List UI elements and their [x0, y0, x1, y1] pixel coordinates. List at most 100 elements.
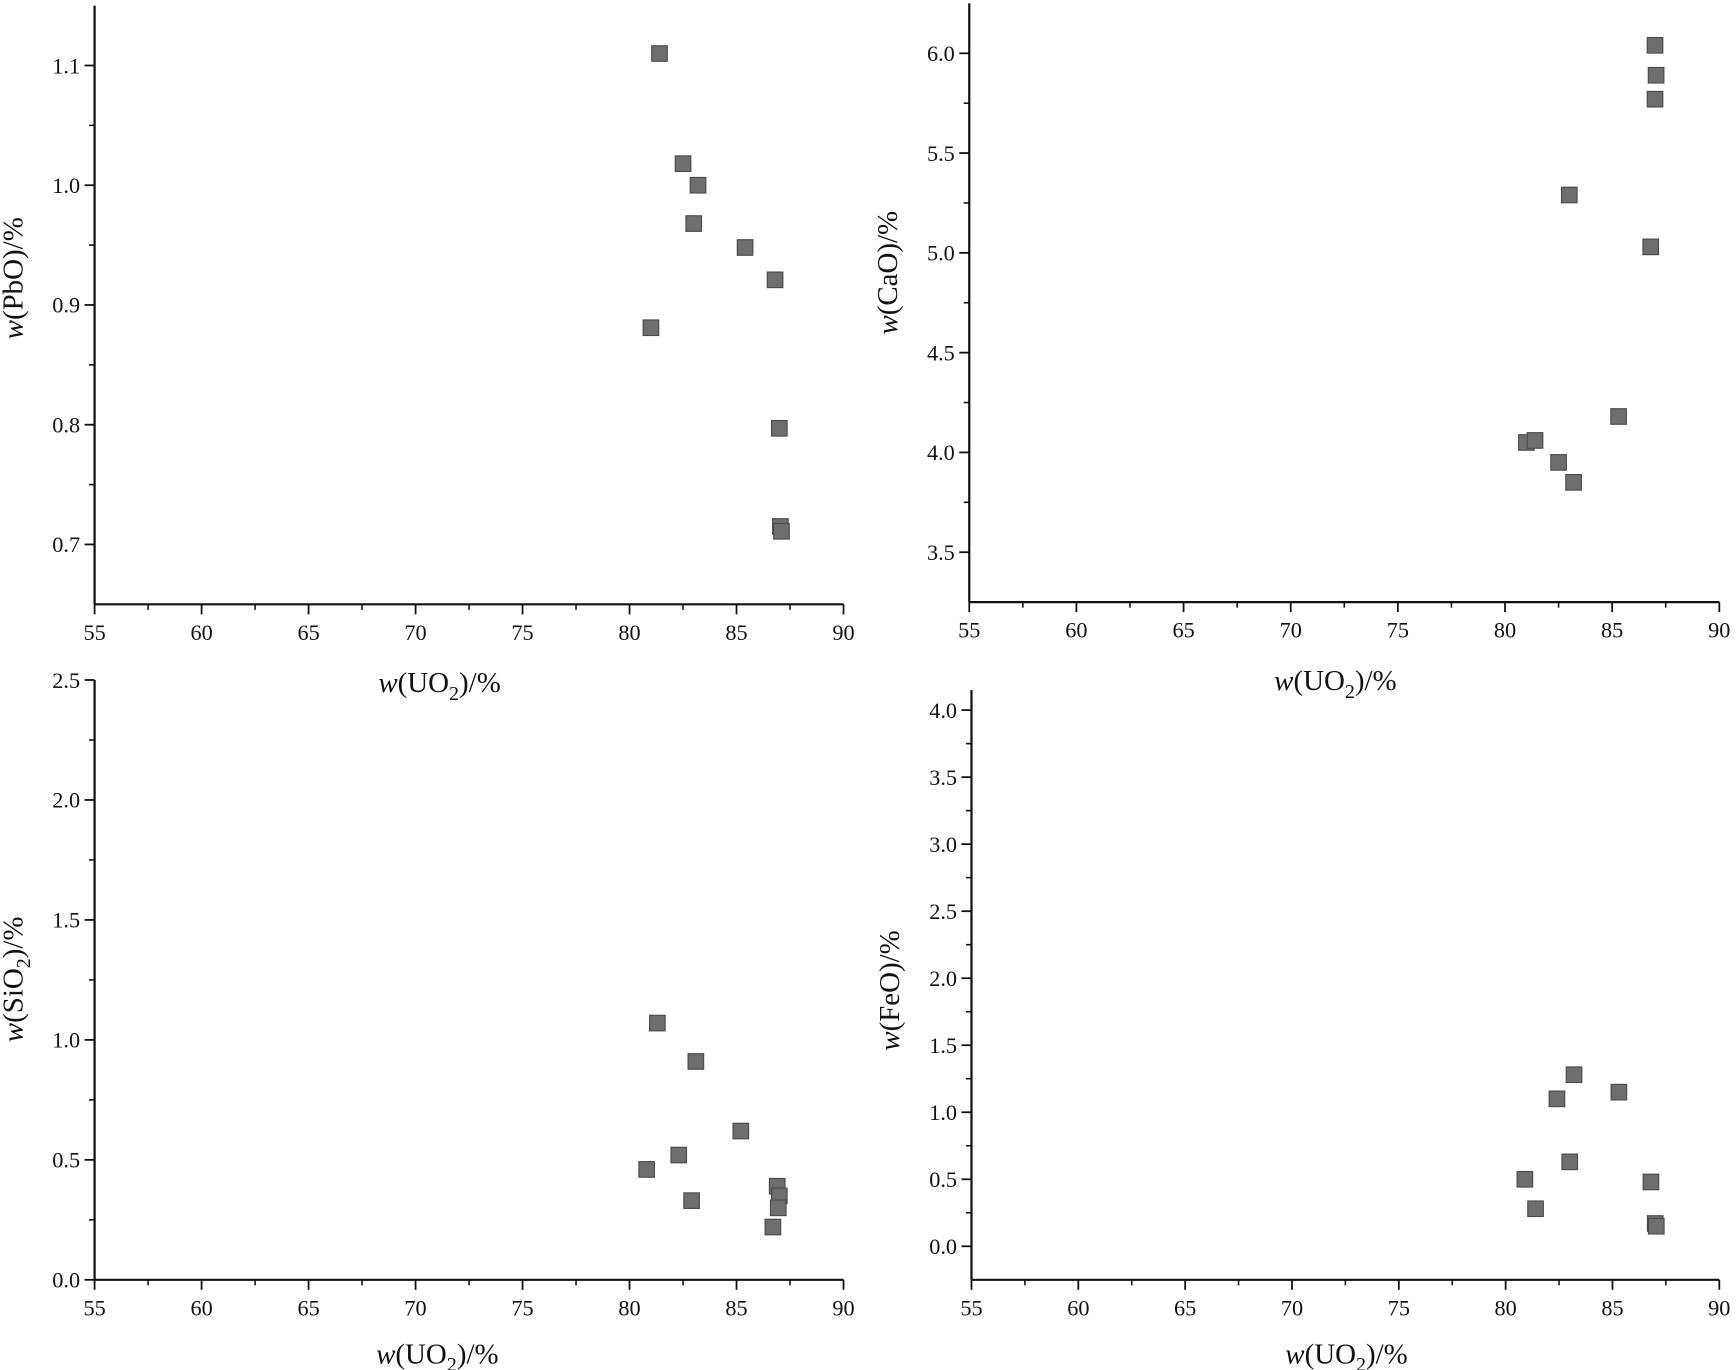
x-axis-label-subscript: 2 — [449, 683, 459, 705]
data-point-marker — [764, 1218, 782, 1236]
data-point-marker — [732, 1122, 750, 1140]
y-axis-label: w(FeO)/% — [874, 930, 906, 1051]
y-tick-label: 1.5 — [52, 908, 80, 933]
y-tick-label: 3.5 — [927, 540, 955, 565]
x-axis-label: w(UO2)/% — [376, 1338, 498, 1370]
x-tick-label: 60 — [190, 1295, 212, 1320]
x-tick-label: 60 — [190, 620, 212, 645]
y-tick-label: 0.5 — [929, 1167, 957, 1192]
y-tick-label: 4.5 — [927, 340, 955, 365]
x-axis-label-italic: w — [1285, 1338, 1305, 1370]
y-axis-label-text: (CaO — [872, 253, 904, 316]
x-axis-label-text: (UO — [1293, 665, 1344, 697]
x-tick-label: 80 — [1494, 618, 1516, 643]
x-tick-label: 60 — [1067, 1295, 1089, 1320]
y-tick-label: 0.0 — [929, 1234, 957, 1259]
y-tick-label: 1.5 — [929, 1033, 957, 1058]
data-point-marker — [651, 45, 668, 62]
y-tick-label: 3.5 — [929, 765, 957, 790]
x-tick-label: 60 — [1065, 618, 1087, 643]
data-point-marker — [638, 1161, 656, 1178]
x-axis-label-text: (UO — [398, 667, 449, 699]
data-point-marker — [1550, 454, 1567, 471]
x-tick-label: 75 — [1388, 1295, 1410, 1320]
data-point-marker — [685, 215, 703, 232]
y-axis-label-text: (FeO — [874, 972, 906, 1031]
x-tick-label: 70 — [1280, 618, 1302, 643]
x-axis-label-text: (UO — [395, 1338, 446, 1370]
y-tick-label: 0.9 — [52, 293, 80, 318]
data-point-marker — [773, 522, 790, 540]
x-axis-label-italic: w — [378, 667, 398, 699]
y-axis-label: w(CaO)/% — [872, 211, 904, 335]
y-tick-label: 1.1 — [52, 53, 80, 78]
y-tick-label: 1.0 — [52, 173, 80, 198]
scatter-panel-top-left: 55 60 65 70 75 80 85 900.70.80.91.01.1w(UO2)/%w… — [0, 5, 855, 705]
y-axis-label-suffix: )/% — [0, 217, 29, 259]
x-tick-label: 70 — [1281, 1295, 1303, 1320]
x-tick-label: 90 — [1708, 1295, 1730, 1320]
data-point-marker — [670, 1146, 688, 1164]
y-axis-label: w(SiO2)/% — [0, 916, 35, 1042]
scatter-panel-top-right: 55 60 65 70 75 80 85 903.54.04.55.05.56.0w(UO2)… — [872, 3, 1730, 703]
y-axis-label-subscript: 2 — [13, 958, 35, 968]
y-tick-label: 0.5 — [52, 1148, 80, 1173]
y-tick-label: 0.0 — [52, 1268, 80, 1293]
x-axis-label-italic: w — [1274, 665, 1294, 697]
data-point-marker — [736, 239, 754, 256]
x-tick-label: 55 — [83, 620, 105, 645]
x-axis-label-suffix: )/% — [457, 1338, 499, 1370]
data-point-marker — [1561, 1153, 1579, 1171]
data-point-marker — [1646, 36, 1664, 54]
data-point-marker — [683, 1192, 700, 1209]
y-tick-label: 4.0 — [927, 440, 955, 465]
y-axis-label-italic: w — [0, 319, 29, 339]
data-point-marker — [687, 1053, 705, 1070]
data-point-marker — [1647, 66, 1665, 84]
data-point-marker — [766, 271, 784, 289]
y-tick-label: 2.5 — [52, 668, 80, 693]
scatter-panel-bottom-left: 55 60 65 70 75 80 85 900.00.51.01.52.02.5w(UO2)… — [0, 668, 855, 1370]
x-tick-label: 85 — [725, 620, 747, 645]
data-point-marker — [649, 1014, 666, 1032]
x-tick-label: 65 — [1174, 1295, 1196, 1320]
x-axis-label: w(UO2)/% — [1285, 1338, 1407, 1370]
y-tick-label: 1.0 — [929, 1100, 957, 1125]
data-point-marker — [1610, 408, 1627, 425]
data-point-marker — [1548, 1090, 1566, 1108]
y-axis-label-suffix: )/% — [872, 211, 904, 253]
y-tick-label: 1.0 — [52, 1028, 80, 1053]
x-tick-label: 90 — [832, 1295, 854, 1320]
x-axis-label-subscript: 2 — [447, 1354, 457, 1370]
x-tick-label: 75 — [1387, 618, 1409, 643]
x-tick-label: 55 — [960, 1295, 982, 1320]
y-axis-label-suffix: )/% — [874, 930, 906, 972]
data-point-marker — [1647, 1217, 1665, 1235]
x-tick-label: 70 — [404, 1295, 426, 1320]
y-tick-label: 2.0 — [929, 966, 957, 991]
x-axis-label-subscript: 2 — [1356, 1354, 1366, 1370]
y-tick-label: 2.5 — [929, 899, 957, 924]
x-tick-label: 85 — [1601, 1295, 1623, 1320]
x-tick-label: 65 — [1172, 618, 1194, 643]
data-point-marker — [1526, 432, 1544, 449]
x-tick-label: 80 — [618, 620, 640, 645]
y-tick-label: 4.0 — [929, 698, 957, 723]
y-tick-label: 3.0 — [929, 832, 957, 857]
x-axis-label-italic: w — [376, 1338, 396, 1370]
scatter-panel-bottom-right: 55 60 65 70 75 80 85 90 0.0 0.5 1.0 1.5 2.0 2.5 3.0 3.5… — [874, 690, 1730, 1370]
x-tick-label: 55 — [958, 618, 980, 643]
x-tick-label: 65 — [297, 620, 319, 645]
x-tick-label: 85 — [725, 1295, 747, 1320]
x-tick-label: 75 — [511, 620, 533, 645]
data-point-marker — [1646, 90, 1664, 108]
data-point-marker — [674, 155, 692, 173]
x-tick-label: 90 — [832, 620, 854, 645]
x-axis-label-text: (UO — [1305, 1338, 1356, 1370]
data-point-marker — [1527, 1200, 1544, 1218]
y-axis-label-italic: w — [874, 1031, 906, 1051]
x-tick-label: 90 — [1708, 618, 1730, 643]
data-point-marker — [1516, 1170, 1534, 1188]
y-axis-label-text: (SiO — [0, 968, 29, 1023]
